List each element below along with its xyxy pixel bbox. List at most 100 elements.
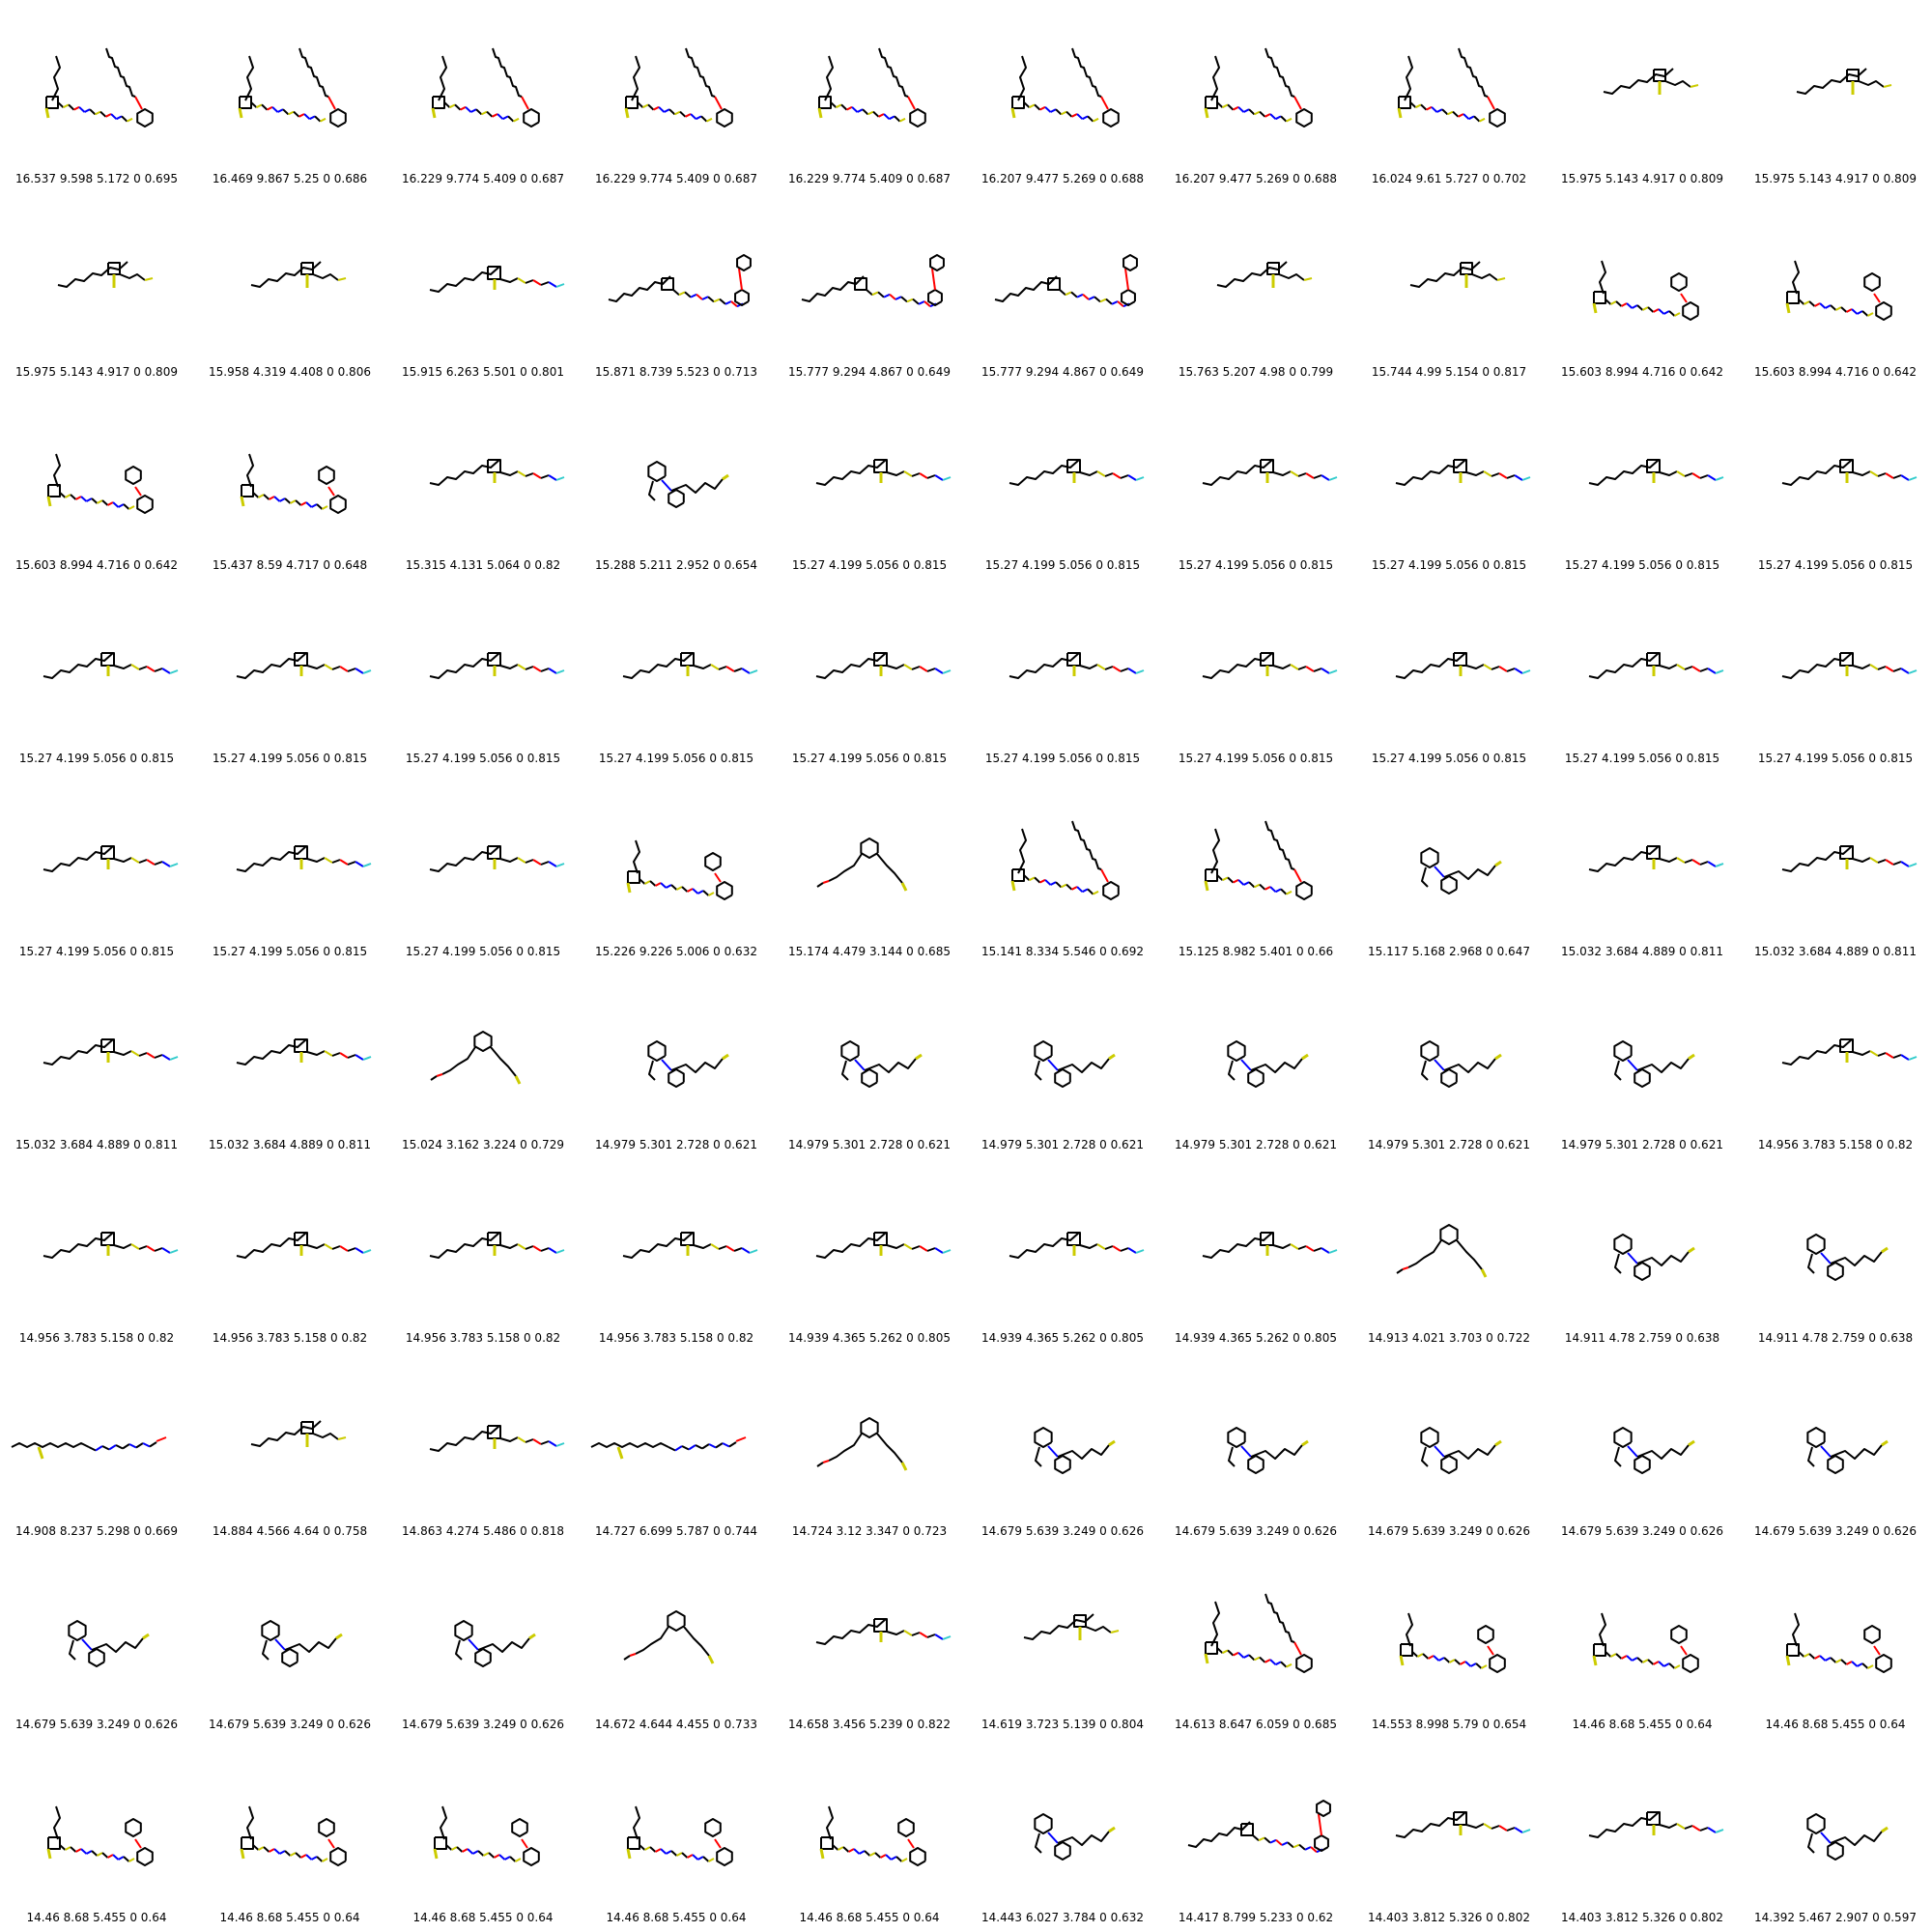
molecule-score-label: 14.956 3.783 5.158 0 0.82 [18,1331,175,1345]
molecule-cell: 15.603 8.994 4.716 0 0.642 [1739,193,1932,386]
molecule-structure [236,1232,372,1259]
molecule-structure [622,652,758,679]
molecule-structure [43,1232,179,1259]
molecule-structure [1023,1613,1120,1640]
molecule-score-label: 15.437 8.59 4.717 0 0.648 [212,558,368,572]
molecule-cell: 16.229 9.774 5.409 0 0.687 [386,0,580,193]
molecule-structure [1420,1427,1502,1474]
molecule-cell: 15.27 4.199 5.056 0 0.815 [193,773,386,966]
molecule-structure [1613,1234,1695,1281]
molecule-structure [1806,1234,1889,1281]
molecule-cell: 14.956 3.783 5.158 0 0.82 [580,1159,773,1352]
molecule-score-label: 15.975 5.143 4.917 0 0.809 [1754,172,1917,185]
molecule-cell: 15.27 4.199 5.056 0 0.815 [1546,580,1739,773]
molecule-structure [46,1805,154,1866]
molecule-structure [429,459,565,486]
molecule-score-label: 15.27 4.199 5.056 0 0.815 [405,752,561,765]
molecule-structure [1204,47,1313,128]
molecule-cell: 14.979 5.301 2.728 0 0.621 [773,966,966,1159]
molecule-score-label: 15.27 4.199 5.056 0 0.815 [984,558,1141,572]
molecule-structure [1034,1427,1116,1474]
molecule-score-label: 14.956 3.783 5.158 0 0.82 [405,1331,561,1345]
molecule-score-label: 14.658 3.456 5.239 0 0.822 [788,1718,951,1731]
molecule-structure [647,461,729,508]
molecule-score-label: 16.024 9.61 5.727 0 0.702 [1371,172,1527,185]
molecule-structure [44,47,154,128]
molecule-score-label: 16.229 9.774 5.409 0 0.687 [402,172,564,185]
molecule-structure [1420,847,1502,895]
molecule-score-label: 14.46 8.68 5.455 0 0.64 [412,1911,554,1924]
molecule-cell: 15.871 8.739 5.523 0 0.713 [580,193,773,386]
molecule-cell: 15.27 4.199 5.056 0 0.815 [1739,580,1932,773]
molecule-structure [1785,260,1892,321]
molecule-structure [240,1805,347,1866]
molecule-structure [1009,652,1145,679]
molecule-structure [11,1436,167,1460]
molecule-score-label: 14.956 3.783 5.158 0 0.82 [598,1331,754,1345]
molecule-score-label: 15.125 8.982 5.401 0 0.66 [1178,945,1334,958]
molecule-score-label: 15.032 3.684 4.889 0 0.811 [15,1138,178,1151]
molecule-cell: 14.403 3.812 5.326 0 0.802 [1352,1739,1546,1932]
molecule-score-label: 15.174 4.479 3.144 0 0.685 [788,945,951,958]
molecule-score-label: 15.032 3.684 4.889 0 0.811 [1561,945,1723,958]
molecule-cell: 16.229 9.774 5.409 0 0.687 [773,0,966,193]
molecule-cell: 14.913 4.021 3.703 0 0.722 [1352,1159,1546,1352]
molecule-cell: 15.915 6.263 5.501 0 0.801 [386,193,580,386]
molecule-structure [1603,68,1699,95]
molecule-structure [624,47,733,128]
molecule-structure [43,1038,179,1065]
molecule-structure [433,1805,540,1866]
molecule-cell: 15.603 8.994 4.716 0 0.642 [0,386,193,580]
molecule-cell: 14.46 8.68 5.455 0 0.64 [580,1739,773,1932]
molecule-score-label: 15.27 4.199 5.056 0 0.815 [18,945,175,958]
molecule-score-label: 15.27 4.199 5.056 0 0.815 [791,558,948,572]
molecule-cell: 14.979 5.301 2.728 0 0.621 [1546,966,1739,1159]
molecule-cell: 15.975 5.143 4.917 0 0.809 [0,193,193,386]
molecule-score-label: 14.553 8.998 5.79 0 0.654 [1371,1718,1527,1731]
molecule-score-label: 14.613 8.647 6.059 0 0.685 [1175,1718,1337,1731]
molecule-structure [1202,459,1338,486]
molecule-structure [1781,652,1918,679]
molecule-score-label: 14.679 5.639 3.249 0 0.626 [15,1718,178,1731]
molecule-score-label: 15.958 4.319 4.408 0 0.806 [209,365,371,379]
molecule-cell: 15.27 4.199 5.056 0 0.815 [0,773,193,966]
molecule-cell: 14.417 8.799 5.233 0 0.62 [1159,1739,1352,1932]
molecule-cell: 15.226 9.226 5.006 0 0.632 [580,773,773,966]
molecule-score-label: 15.871 8.739 5.523 0 0.713 [595,365,757,379]
molecule-score-label: 15.141 8.334 5.546 0 0.692 [981,945,1144,958]
molecule-score-label: 15.27 4.199 5.056 0 0.815 [1371,752,1527,765]
molecule-structure [1010,820,1120,900]
molecule-score-label: 15.27 4.199 5.056 0 0.815 [1757,752,1914,765]
molecule-score-label: 14.672 4.644 4.455 0 0.733 [595,1718,757,1731]
molecule-structure [1034,1040,1116,1088]
molecule-cell: 14.979 5.301 2.728 0 0.621 [1352,966,1546,1159]
molecule-cell: 14.679 5.639 3.249 0 0.626 [1352,1352,1546,1546]
molecule-cell: 14.863 4.274 5.486 0 0.818 [386,1352,580,1546]
molecule-cell: 15.27 4.199 5.056 0 0.815 [386,773,580,966]
molecule-structure [801,254,945,308]
molecule-cell: 15.315 4.131 5.064 0 0.82 [386,386,580,580]
molecule-cell: 15.27 4.199 5.056 0 0.815 [1546,386,1739,580]
molecule-cell: 14.672 4.644 4.455 0 0.733 [580,1546,773,1739]
molecule-score-label: 14.979 5.301 2.728 0 0.621 [981,1138,1144,1151]
molecule-structure [647,1040,729,1088]
molecule-cell: 15.27 4.199 5.056 0 0.815 [1352,580,1546,773]
molecule-score-label: 15.27 4.199 5.056 0 0.815 [1178,752,1334,765]
molecule-score-label: 14.392 5.467 2.907 0 0.597 [1754,1911,1917,1924]
molecule-score-label: 14.979 5.301 2.728 0 0.621 [1368,1138,1530,1151]
molecule-cell: 15.763 5.207 4.98 0 0.799 [1159,193,1352,386]
molecule-cell: 14.679 5.639 3.249 0 0.626 [0,1546,193,1739]
molecule-score-label: 15.603 8.994 4.716 0 0.642 [1561,365,1723,379]
molecule-structure [1592,1612,1699,1673]
molecule-cell: 14.619 3.723 5.139 0 0.804 [966,1546,1159,1739]
molecule-score-label: 15.27 4.199 5.056 0 0.815 [212,752,368,765]
molecule-structure [68,1620,150,1667]
molecule-score-label: 14.939 4.365 5.262 0 0.805 [788,1331,951,1345]
molecule-cell: 15.032 3.684 4.889 0 0.811 [1739,773,1932,966]
molecule-score-label: 15.27 4.199 5.056 0 0.815 [1564,752,1720,765]
molecule-score-label: 14.46 8.68 5.455 0 0.64 [606,1911,747,1924]
molecule-score-label: 14.443 6.027 3.784 0 0.632 [981,1911,1144,1924]
molecule-score-label: 14.979 5.301 2.728 0 0.621 [595,1138,757,1151]
molecule-structure [1806,1427,1889,1474]
molecule-structure [240,453,347,514]
